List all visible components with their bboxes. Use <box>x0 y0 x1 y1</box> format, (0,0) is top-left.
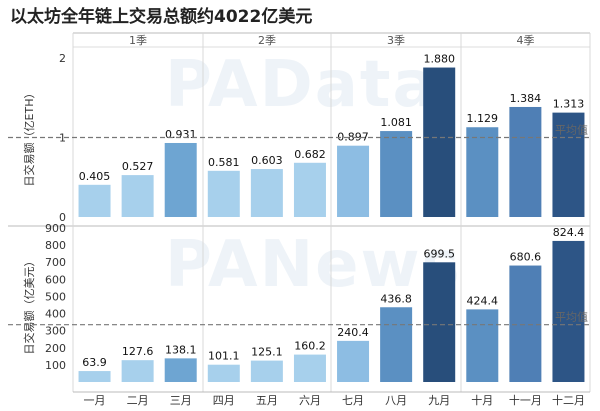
bar <box>466 127 499 217</box>
data-label: 699.5 <box>423 247 455 260</box>
chart-title: 以太坊全年链上交易总额约4022亿美元 <box>10 7 313 27</box>
y-tick-label: 500 <box>45 290 66 303</box>
data-label: 63.9 <box>82 356 107 369</box>
y-tick-label: 800 <box>45 239 66 252</box>
x-category-label: 十一月 <box>509 393 542 407</box>
bar <box>380 307 413 382</box>
bar <box>164 358 197 382</box>
x-category-label: 四月 <box>213 394 235 407</box>
data-label: 1.313 <box>553 98 585 111</box>
bar <box>207 364 240 382</box>
data-label: 1.129 <box>467 112 499 125</box>
bar <box>509 106 542 217</box>
bar <box>164 142 197 217</box>
watermark-top: PAData <box>165 48 438 122</box>
quarter-label: 3季 <box>387 34 405 47</box>
data-label: 240.4 <box>337 326 369 339</box>
bar <box>78 371 111 382</box>
y-tick-label: 0 <box>59 211 66 224</box>
x-category-label: 一月 <box>84 394 106 407</box>
x-category-label: 八月 <box>385 394 407 407</box>
data-label: 0.931 <box>165 128 197 141</box>
watermark-bottom: PANews <box>165 228 462 302</box>
x-category-label: 七月 <box>342 394 364 407</box>
y-tick-label: 200 <box>45 342 66 355</box>
x-category-label: 十二月 <box>552 393 585 407</box>
data-label: 0.405 <box>79 170 111 183</box>
x-category-label: 三月 <box>170 394 192 407</box>
data-label: 101.1 <box>208 350 240 363</box>
bar <box>293 162 326 217</box>
x-category-label: 十月 <box>471 393 493 407</box>
bar <box>423 262 456 382</box>
data-label: 0.581 <box>208 156 240 169</box>
bar <box>250 360 283 382</box>
bar <box>78 184 111 217</box>
bar <box>337 340 370 382</box>
bar <box>250 169 283 217</box>
bar <box>552 112 585 217</box>
average-label: 平均值 <box>555 124 588 137</box>
bar <box>552 240 585 382</box>
y-tick-label: 2 <box>59 52 66 65</box>
bar <box>293 354 326 382</box>
y-tick-label: 700 <box>45 256 66 269</box>
data-label: 0.682 <box>294 148 326 161</box>
data-label: 1.880 <box>423 53 455 66</box>
y-axis-label: 日交易额（亿美元） <box>22 256 36 355</box>
bar <box>380 131 413 217</box>
data-label: 436.8 <box>380 292 412 305</box>
bar <box>121 175 154 217</box>
x-category-label: 二月 <box>127 394 149 407</box>
data-label: 824.4 <box>553 226 585 239</box>
average-label: 平均值 <box>555 311 588 324</box>
data-label: 138.1 <box>165 343 197 356</box>
x-category-label: 五月 <box>256 394 278 407</box>
x-category-label: 九月 <box>428 394 450 407</box>
bar <box>207 170 240 217</box>
y-tick-label: 900 <box>45 222 66 235</box>
data-label: 125.1 <box>251 346 283 359</box>
y-tick-label: 1 <box>59 132 66 145</box>
data-label: 0.527 <box>122 160 154 173</box>
y-tick-label: 300 <box>45 325 66 338</box>
y-tick-label: 100 <box>45 359 66 372</box>
data-label: 127.6 <box>122 345 154 358</box>
bar <box>337 145 370 217</box>
y-tick-label: 400 <box>45 308 66 321</box>
data-label: 160.2 <box>294 340 326 353</box>
quarter-label: 2季 <box>258 34 276 47</box>
bar <box>509 265 542 382</box>
data-label: 680.6 <box>510 251 542 264</box>
data-label: 424.4 <box>467 294 499 307</box>
bar <box>121 360 154 382</box>
data-label: 1.081 <box>380 116 412 129</box>
bar <box>466 309 499 382</box>
data-label: 0.603 <box>251 154 283 167</box>
bar <box>423 67 456 217</box>
y-tick-label: 600 <box>45 273 66 286</box>
x-category-label: 六月 <box>299 394 321 407</box>
quarter-label: 1季 <box>129 34 147 47</box>
data-label: 1.384 <box>510 92 542 105</box>
quarter-label: 4季 <box>517 34 535 47</box>
